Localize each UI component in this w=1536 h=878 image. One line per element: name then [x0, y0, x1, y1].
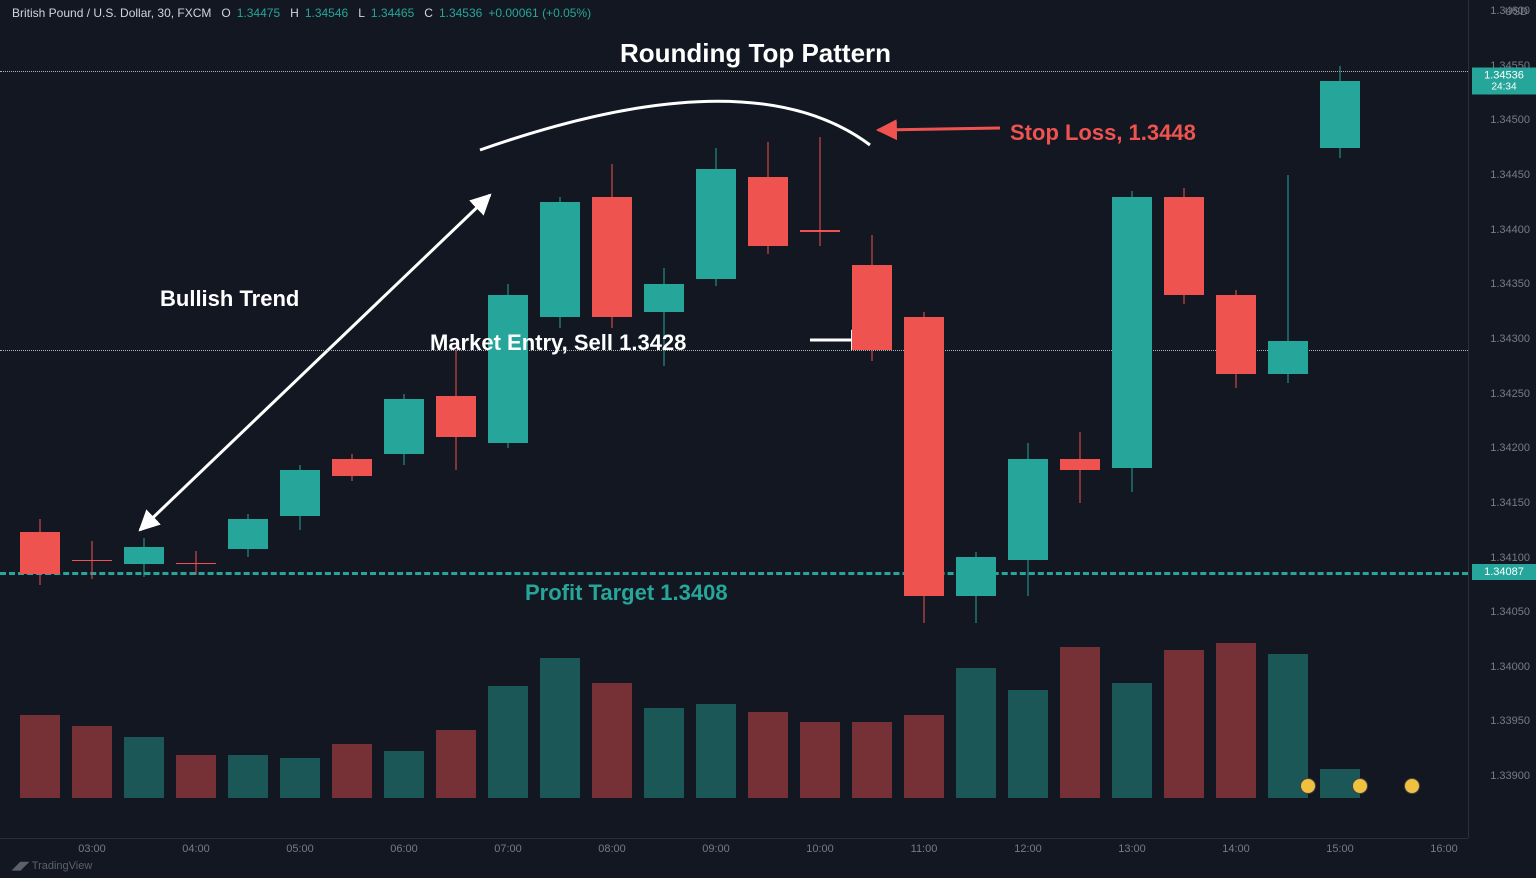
volume-bar	[696, 704, 736, 798]
event-flag-icon[interactable]	[1300, 778, 1316, 794]
volume-bar	[956, 668, 996, 798]
volume-bar	[1216, 643, 1256, 798]
annotation-entry: Market Entry, Sell 1.3428	[430, 330, 686, 356]
y-tick: 1.34300	[1490, 333, 1530, 345]
y-tick: 1.34250	[1490, 388, 1530, 400]
candle[interactable]	[852, 235, 892, 361]
volume-bar	[176, 755, 216, 798]
candle[interactable]	[384, 394, 424, 465]
annotation-stop: Stop Loss, 1.3448	[1010, 120, 1196, 146]
candle[interactable]	[124, 538, 164, 577]
y-tick: 1.34100	[1490, 552, 1530, 564]
target-line	[0, 572, 1468, 575]
candle[interactable]	[904, 312, 944, 624]
candle[interactable]	[540, 197, 580, 328]
x-tick: 03:00	[78, 843, 106, 855]
candle[interactable]	[332, 454, 372, 481]
candle[interactable]	[20, 519, 60, 585]
stop-loss-arrow	[878, 128, 1000, 130]
volume-bar	[384, 751, 424, 798]
x-tick: 05:00	[286, 843, 314, 855]
volume-bar	[280, 758, 320, 798]
x-axis[interactable]: 03:00 04:00 05:00 06:00 07:00 08:00 09:00 10:00…	[0, 838, 1468, 878]
event-flag-icon[interactable]	[1404, 778, 1420, 794]
candle[interactable]	[488, 284, 528, 448]
event-flag-icon[interactable]	[1352, 778, 1368, 794]
candle[interactable]	[1216, 290, 1256, 388]
volume-bar	[852, 722, 892, 798]
y-tick: 1.34500	[1490, 114, 1530, 126]
candle[interactable]	[1164, 188, 1204, 304]
x-tick: 15:00	[1326, 843, 1354, 855]
y-tick: 1.34450	[1490, 169, 1530, 181]
chart-plot[interactable]: Rounding Top Pattern Bullish Trend Market …	[0, 0, 1468, 838]
volume-bar	[228, 755, 268, 798]
volume-bar	[124, 737, 164, 798]
candle[interactable]	[956, 552, 996, 623]
dotted-line-top	[0, 71, 1468, 72]
target-price-tag: 1.34087	[1472, 564, 1536, 580]
candle[interactable]	[176, 551, 216, 575]
candle[interactable]	[1008, 443, 1048, 596]
volume-bar	[1008, 690, 1048, 798]
y-tick: 1.33950	[1490, 715, 1530, 727]
x-tick: 04:00	[182, 843, 210, 855]
y-tick: 1.34350	[1490, 278, 1530, 290]
chart-root: British Pound / U.S. Dollar, 30, FXCM O1…	[0, 0, 1536, 878]
x-tick: 06:00	[390, 843, 418, 855]
volume-bar	[592, 683, 632, 798]
y-axis[interactable]: USD 1.346001.345501.345001.344501.344001…	[1468, 0, 1536, 838]
x-tick: 08:00	[598, 843, 626, 855]
y-tick: 1.34600	[1490, 5, 1530, 17]
volume-bar	[540, 658, 580, 798]
x-tick: 11:00	[911, 843, 938, 855]
volume-bar	[800, 722, 840, 798]
volume-bar	[748, 712, 788, 798]
y-tick: 1.34050	[1490, 606, 1530, 618]
candle[interactable]	[748, 142, 788, 254]
annotation-target: Profit Target 1.3408	[525, 580, 728, 606]
annotation-bullish: Bullish Trend	[160, 286, 299, 312]
y-tick: 1.34400	[1490, 224, 1530, 236]
candle[interactable]	[696, 148, 736, 287]
candle[interactable]	[436, 350, 476, 470]
y-tick: 1.33900	[1490, 770, 1530, 782]
candle[interactable]	[800, 137, 840, 246]
volume-bar	[332, 744, 372, 798]
x-tick: 09:00	[702, 843, 730, 855]
y-tick: 1.34200	[1490, 442, 1530, 454]
volume-bar	[904, 715, 944, 798]
candle[interactable]	[280, 465, 320, 531]
candle[interactable]	[1268, 175, 1308, 383]
volume-bar	[1164, 650, 1204, 798]
live-price-tag: 1.3453624:34	[1472, 67, 1536, 94]
x-tick: 07:00	[494, 843, 522, 855]
x-tick: 13:00	[1118, 843, 1146, 855]
volume-bar	[20, 715, 60, 798]
volume-bar	[488, 686, 528, 798]
watermark-logo: ◢◤ TradingView	[12, 859, 92, 872]
volume-bar	[1112, 683, 1152, 798]
x-tick: 12:00	[1014, 843, 1042, 855]
volume-bar	[436, 730, 476, 798]
x-tick: 14:00	[1222, 843, 1250, 855]
candle[interactable]	[592, 164, 632, 328]
candle[interactable]	[1112, 191, 1152, 492]
annotation-title: Rounding Top Pattern	[620, 38, 891, 69]
candle[interactable]	[1060, 432, 1100, 503]
volume-bar	[1268, 654, 1308, 798]
x-tick: 16:00	[1430, 843, 1458, 855]
volume-bar	[72, 726, 112, 798]
volume-bar	[644, 708, 684, 798]
y-tick: 1.34000	[1490, 661, 1530, 673]
y-tick: 1.34150	[1490, 497, 1530, 509]
volume-bar	[1060, 647, 1100, 798]
candle[interactable]	[72, 541, 112, 579]
x-tick: 10:00	[806, 843, 834, 855]
candle[interactable]	[228, 514, 268, 558]
candle[interactable]	[1320, 66, 1360, 159]
